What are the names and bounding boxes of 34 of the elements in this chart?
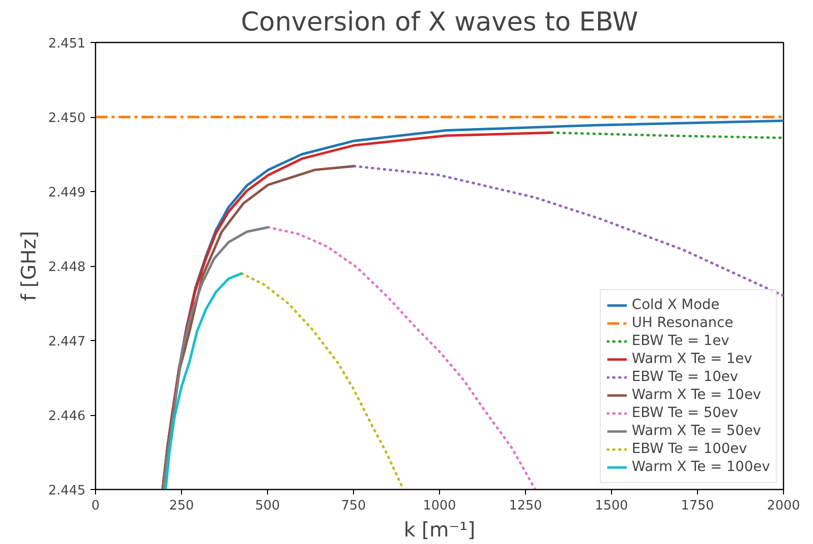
legend-label: Warm X Te = 50ev <box>632 422 762 440</box>
line-series <box>352 164 784 298</box>
y-tick-label: 2.450 <box>48 111 86 126</box>
x-tick-label: 500 <box>255 498 280 514</box>
x-tick-label: 0 <box>91 498 100 514</box>
legend-label: Warm X Te = 1ev <box>632 350 752 368</box>
y-tick-label: 2.446 <box>48 409 86 424</box>
x-axis-title: k [m⁻¹] <box>404 518 476 542</box>
legend-label: Warm X Te = 100ev <box>632 458 770 476</box>
line-series <box>240 272 403 488</box>
y-tick-label: 2.448 <box>48 260 86 275</box>
line-series <box>164 272 243 490</box>
y-tick-label: 2.447 <box>48 334 86 350</box>
x-tick-label: 1500 <box>594 498 628 514</box>
y-tick-label: 2.451 <box>48 36 86 52</box>
y-tick-label: 2.445 <box>48 484 86 498</box>
legend-label: Warm X Te = 10ev <box>632 386 762 404</box>
legend-label: EBW Te = 50ev <box>632 404 738 422</box>
x-tick-label: 1250 <box>508 498 542 514</box>
y-axis-title: f [GHz] <box>16 230 40 302</box>
x-tick-label: 1750 <box>680 498 714 514</box>
legend-label: EBW Te = 1ev <box>632 332 730 350</box>
x-tick-label: 750 <box>341 498 366 514</box>
x-tick-label: 2000 <box>766 498 800 514</box>
line-series <box>266 226 536 490</box>
legend-label: EBW Te = 10ev <box>632 368 738 386</box>
chart-title: Conversion of X waves to EBW <box>240 8 638 38</box>
legend-label: Cold X Mode <box>632 296 720 314</box>
y-tick-label: 2.449 <box>48 186 86 200</box>
x-tick-label: 1000 <box>422 498 456 514</box>
legend-label: UH Resonance <box>632 314 734 332</box>
legend-label: EBW Te = 100ev <box>632 440 748 458</box>
line-series <box>162 226 270 490</box>
x-tick-label: 250 <box>169 498 194 514</box>
